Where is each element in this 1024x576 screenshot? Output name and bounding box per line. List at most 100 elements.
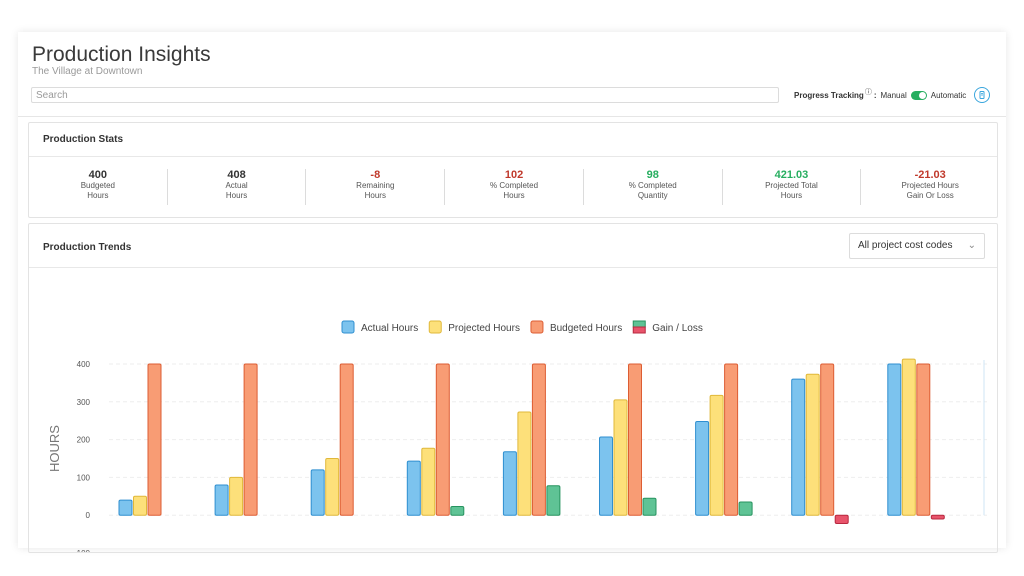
bar-projected	[805, 373, 820, 516]
bar-actual	[791, 378, 806, 516]
legend-swatch	[632, 320, 646, 328]
stat-value: 98	[646, 169, 659, 181]
bar-actual	[118, 499, 133, 516]
stat-item: 400 Budgeted Hours	[29, 169, 168, 205]
bar-budgeted	[147, 363, 162, 516]
stat-label: Gain Or Loss	[906, 191, 954, 200]
bar-gainloss	[930, 514, 945, 520]
stat-label: Hours	[87, 191, 109, 200]
bar-gainloss	[642, 497, 657, 516]
bar-budgeted	[820, 363, 835, 516]
cost-code-dropdown-value: All project cost codes	[858, 240, 953, 251]
bar-gainloss	[450, 506, 465, 516]
bar-actual	[599, 436, 613, 516]
legend-swatch	[428, 320, 442, 334]
bar-actual	[695, 420, 710, 516]
stat-label: Projected Total	[765, 181, 818, 190]
progress-tracking: Progress Tracking ⓘ : Manual Automatic	[794, 87, 991, 103]
y-tick-label: 200	[77, 436, 91, 445]
stat-value: 102	[504, 169, 524, 181]
stat-value: 421.03	[774, 169, 809, 181]
progress-tracking-label: Progress Tracking	[794, 90, 864, 100]
stat-label: % Completed	[628, 181, 677, 190]
bar-budgeted	[243, 363, 258, 516]
stat-label: Hours	[364, 191, 386, 200]
stat-label: % Completed	[490, 181, 539, 190]
bar-budgeted	[628, 363, 642, 516]
production-stats-title: Production Stats	[29, 123, 997, 157]
info-icon[interactable]: ⓘ	[864, 89, 872, 96]
stat-value: -21.03	[914, 169, 946, 181]
project-subtitle: The Village at Downtown	[32, 66, 143, 77]
y-axis-label: HOURS	[47, 425, 62, 472]
stat-value: 408	[227, 169, 246, 181]
y-tick-label: 0	[86, 511, 91, 520]
bar-actual	[310, 469, 325, 516]
y-tick-label: -100	[74, 549, 91, 552]
bar-projected	[421, 447, 436, 516]
stat-label: Hours	[780, 191, 803, 200]
bar-projected	[229, 476, 244, 516]
production-trends-chart: -1000100200300400HOURS2021-03-29 - 2021-…	[47, 320, 987, 552]
legend-label: Budgeted Hours	[550, 323, 622, 334]
bar-projected	[325, 458, 340, 516]
legend-swatch	[530, 320, 544, 334]
bar-actual	[214, 484, 229, 516]
y-tick-label: 300	[77, 398, 91, 407]
gear-icon[interactable]	[974, 87, 991, 103]
legend-swatch	[632, 326, 646, 334]
stat-label: Remaining	[356, 181, 395, 190]
bar-actual	[502, 451, 517, 516]
trends-divider	[29, 267, 997, 268]
production-stats-card: Production Stats 400 Budgeted Hours 408 Actu…	[28, 122, 998, 218]
automatic-label: Automatic	[930, 90, 967, 100]
bar-budgeted	[724, 363, 739, 516]
bar-budgeted	[339, 363, 354, 516]
cost-code-dropdown[interactable]: All project cost codes ⌄	[849, 233, 985, 259]
tracking-mode-toggle[interactable]	[910, 90, 927, 100]
bar-projected	[133, 495, 147, 516]
stat-item: 102% Completed Hours	[445, 169, 584, 205]
bar-gainloss	[546, 485, 561, 516]
stat-label: Hours	[225, 191, 248, 200]
bar-projected	[709, 394, 724, 516]
stat-item: 98% Completed Quantity	[584, 169, 723, 205]
bar-budgeted	[435, 363, 450, 516]
bar-gainloss	[834, 514, 849, 525]
y-tick-label: 400	[77, 360, 91, 369]
chevron-down-icon: ⌄	[967, 240, 976, 251]
tracking-colon: :	[873, 90, 877, 100]
legend-label: Gain / Loss	[652, 323, 703, 334]
stat-label: Budgeted	[80, 181, 115, 190]
stat-label: Hours	[503, 191, 525, 200]
bar-actual	[406, 460, 421, 516]
page-title: Production Insights	[32, 43, 211, 66]
search-input[interactable]	[31, 87, 779, 103]
stat-label: Actual	[225, 181, 248, 190]
stat-item: 408 Actual Hours	[168, 169, 307, 205]
stat-item: 421.03 Projected Total Hours	[723, 169, 862, 205]
bar-budgeted	[916, 363, 931, 516]
legend-swatch	[341, 320, 355, 334]
stat-item: -21.03 Projected Hours Gain Or Loss	[861, 169, 999, 205]
toggle-knob	[918, 91, 926, 99]
stat-value: -8	[370, 169, 381, 181]
production-trends-title: Production Trends	[43, 242, 132, 253]
page-header: Production Insights The Village at Downt…	[18, 32, 1006, 117]
bar-projected	[517, 411, 532, 516]
insights-panel: Production Insights The Village at Downt…	[18, 32, 1006, 553]
stats-row: 400 Budgeted Hours 408 Actual Hours -8 Remainin…	[29, 169, 999, 205]
bar-budgeted	[531, 363, 546, 516]
stat-item: -8 Remaining Hours	[306, 169, 446, 205]
bar-gainloss	[738, 501, 753, 516]
stat-label: Projected Hours	[901, 181, 959, 190]
y-tick-label: 100	[77, 473, 91, 482]
legend-label: Projected Hours	[448, 323, 520, 334]
bar-projected	[613, 399, 628, 516]
production-trends-card: Production Trends All project cost codes…	[28, 223, 998, 553]
stat-value: 400	[88, 169, 108, 181]
bar-projected	[901, 358, 916, 516]
stat-label: Quantity	[637, 191, 668, 200]
manual-label: Manual	[880, 90, 907, 100]
legend-label: Actual Hours	[361, 323, 418, 334]
